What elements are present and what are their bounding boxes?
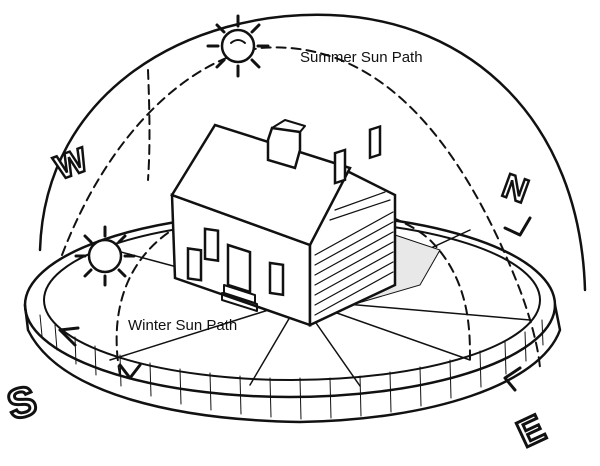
window xyxy=(203,227,220,263)
compass-south: S xyxy=(1,375,43,431)
sun-icon xyxy=(206,14,270,78)
summer-sun-path xyxy=(61,46,541,371)
ground-disc-hatching xyxy=(39,314,544,420)
ground-disc-side xyxy=(23,303,562,424)
compass-south-label: S xyxy=(2,376,41,429)
summer-sun-path-label: Summer Sun Path xyxy=(300,49,423,66)
compass-north: N xyxy=(496,166,535,213)
compass-west-label: W xyxy=(50,141,94,188)
window xyxy=(368,124,382,160)
chimney xyxy=(266,126,302,170)
compass-west: W xyxy=(48,139,95,188)
front-steps xyxy=(221,284,258,312)
window xyxy=(333,148,347,185)
sun-icon xyxy=(74,225,136,287)
house-roof xyxy=(170,123,352,247)
compass-north-label: N xyxy=(497,167,533,211)
compass-east-label: E xyxy=(511,407,552,456)
winter-sun-path-label: Winter Sun Path xyxy=(128,317,237,334)
front-door xyxy=(226,243,252,294)
sky-dome xyxy=(38,13,587,292)
ring-arrows xyxy=(58,216,532,392)
compass-east: E xyxy=(510,406,554,458)
summer-sun-path-front xyxy=(147,69,151,181)
window xyxy=(268,261,285,297)
winter-sun-path xyxy=(115,201,471,376)
house xyxy=(170,119,397,327)
window xyxy=(186,246,203,282)
